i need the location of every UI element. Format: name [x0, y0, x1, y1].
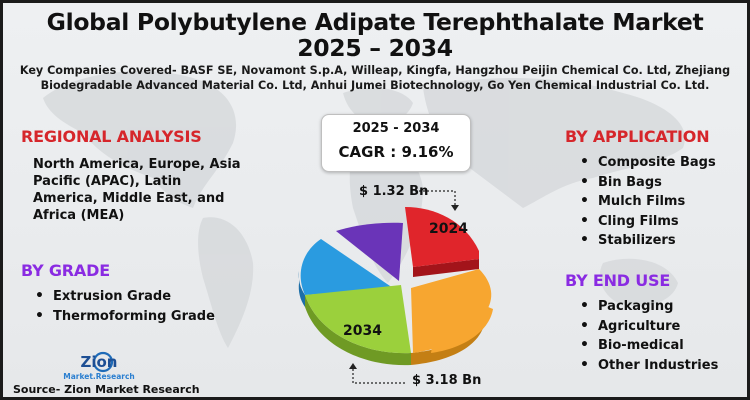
application-list: Composite Bags Bin Bags Mulch Films Clin… — [578, 153, 716, 251]
grade-list: Extrusion Grade Thermoforming Grade — [33, 287, 215, 326]
cagr-box: 2025 - 2034 CAGR : 9.16% — [321, 114, 471, 172]
companies-line-1: Key Companies Covered- BASF SE, Novamont… — [19, 64, 731, 77]
label-2024: 2024 — [429, 221, 468, 237]
list-item: Thermoforming Grade — [33, 307, 215, 327]
pie-chart: 2024 2034 — [298, 190, 493, 384]
label-2034: 2034 — [343, 323, 382, 339]
slice-blue — [300, 239, 393, 295]
pie-side-layer — [298, 271, 485, 366]
slice-blue-side — [298, 271, 305, 307]
logo-tagline: Market.Research — [63, 372, 135, 381]
source-note: Source- Zion Market Research — [13, 383, 200, 396]
list-item: Bio-medical — [578, 336, 718, 356]
zion-logo: Zion Market.Research — [63, 351, 135, 381]
value-2024: $ 1.32 Bn — [359, 184, 429, 199]
list-item: Composite Bags — [578, 153, 716, 173]
slice-orange-main — [411, 269, 492, 353]
slice-green-side — [305, 295, 411, 366]
end-use-list: Packaging Agriculture Bio-medical Other … — [578, 297, 718, 375]
list-item: Agriculture — [578, 317, 718, 337]
page-title: Global Polybutylene Adipate Terephthalat… — [3, 9, 747, 61]
list-item: Packaging — [578, 297, 718, 317]
title-line-1: Global Polybutylene Adipate Terephthalat… — [46, 8, 704, 36]
by-end-use-heading: BY END USE — [565, 271, 671, 290]
key-companies: Key Companies Covered- BASF SE, Novamont… — [3, 63, 747, 93]
list-item: Bin Bags — [578, 173, 716, 193]
forecast-period: 2025 - 2034 — [352, 121, 440, 136]
slice-orange-side — [411, 309, 485, 365]
by-application-heading: BY APPLICATION — [565, 127, 710, 146]
regional-analysis-heading: REGIONAL ANALYSIS — [21, 127, 202, 146]
slice-red — [405, 207, 479, 267]
title-line-2: 2025 – 2034 — [297, 34, 453, 62]
slice-purple — [336, 222, 403, 281]
companies-line-2: Biodegradable Advanced Material Co. Ltd,… — [40, 79, 710, 92]
regional-analysis-text: North America, Europe, Asia Pacific (APA… — [33, 157, 241, 223]
slice-green — [305, 285, 411, 354]
cagr-value: CAGR : 9.16% — [338, 143, 454, 161]
list-item: Other Industries — [578, 356, 718, 376]
logo-name: Zion — [80, 353, 117, 371]
value-2034: $ 3.18 Bn — [412, 373, 482, 388]
leader-2034 — [349, 363, 407, 384]
list-item: Cling Films — [578, 212, 716, 232]
leader-2024 — [415, 190, 459, 211]
list-item: Extrusion Grade — [33, 287, 215, 307]
slice-red-side — [413, 259, 479, 277]
list-item: Stabilizers — [578, 231, 716, 251]
by-grade-heading: BY GRADE — [21, 261, 110, 280]
list-item: Mulch Films — [578, 192, 716, 212]
